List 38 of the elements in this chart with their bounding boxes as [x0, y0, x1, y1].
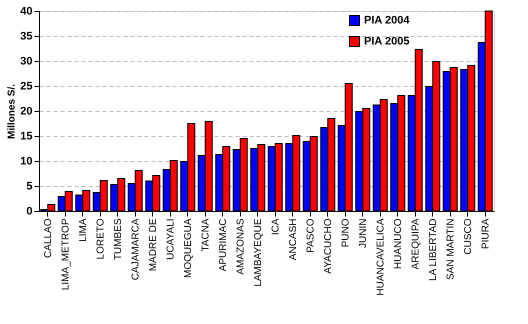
y-tick-label: 0	[26, 206, 32, 218]
x-tick-label: ICA	[270, 218, 282, 236]
x-tick-label: LIMA_METROP	[60, 218, 72, 290]
y-tick-label: 40	[20, 6, 32, 18]
x-tick-label: AREQUIPA	[410, 218, 422, 270]
x-tick-label: PIURA	[480, 218, 492, 250]
x-tick-label: ANCASH	[288, 218, 299, 260]
x-tick-label: HUANUCO	[392, 218, 404, 270]
x-tick-label: MOQUEGUA	[182, 218, 194, 278]
x-tick-label: SAN MARTIN	[445, 218, 456, 280]
y-tick-label: 20	[20, 106, 32, 118]
x-tick-label: TACNA	[200, 218, 212, 252]
y-tick-label: 30	[20, 56, 32, 68]
x-tick-label: LORETO	[95, 218, 106, 260]
y-tick-label: 35	[20, 30, 32, 42]
y-tick-label: 25	[20, 80, 32, 92]
y-tick-label: 10	[20, 156, 32, 168]
y-tick-label: 5	[26, 180, 32, 192]
x-tick-label: PUNO	[340, 218, 352, 248]
x-tick-label: AYACUCHO	[322, 218, 334, 274]
x-tick-label: CAJAMARCA	[130, 218, 142, 280]
x-tick-label: HUANCAVELICA	[375, 218, 386, 296]
x-tick-label: TUMBES	[112, 218, 124, 260]
x-tick-label: JUNIN	[358, 218, 369, 248]
y-tick-label: 15	[20, 130, 32, 142]
x-tick-label: LA LIBERTAD	[428, 218, 439, 281]
x-tick-label: AMAZONAS	[235, 218, 246, 275]
x-tick-label: CUSCO	[462, 218, 474, 255]
y-axis-title: Millones S/.	[6, 84, 18, 140]
x-tick-label: LIMA	[78, 218, 89, 242]
legend-label: PIA 2005	[364, 36, 410, 48]
x-tick-label: APURIMAC	[218, 218, 229, 272]
x-tick-label: UCAYALI	[165, 218, 176, 260]
legend-label: PIA 2004	[364, 14, 410, 26]
x-tick-label: LAMBAYEQUE	[252, 218, 264, 287]
x-tick-label: CALLAO	[42, 218, 54, 258]
x-tick-label: PASCO	[305, 218, 316, 253]
x-tick-label: MADRE DE	[148, 218, 159, 272]
